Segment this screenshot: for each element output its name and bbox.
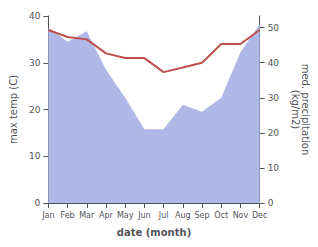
svg-text:med. precipitation: med. precipitation [299, 63, 311, 156]
svg-text:Aug: Aug [175, 211, 191, 220]
svg-text:40: 40 [29, 11, 41, 21]
svg-text:50: 50 [268, 23, 280, 33]
svg-text:Nov: Nov [233, 211, 249, 220]
svg-text:Jul: Jul [158, 211, 169, 220]
svg-text:date (month): date (month) [117, 227, 191, 238]
svg-text:Jan: Jan [41, 211, 54, 220]
svg-text:30: 30 [268, 93, 280, 103]
svg-text:10: 10 [29, 151, 41, 161]
svg-text:max temp (C): max temp (C) [8, 75, 19, 144]
svg-text:Oct: Oct [214, 211, 228, 220]
svg-text:30: 30 [29, 58, 41, 68]
svg-text:Apr: Apr [99, 211, 114, 220]
svg-text:20: 20 [268, 128, 280, 138]
svg-text:Jun: Jun [137, 211, 151, 220]
svg-text:May: May [117, 211, 134, 220]
svg-text:(kg/m2): (kg/m2) [290, 90, 301, 130]
svg-text:10: 10 [268, 163, 280, 173]
svg-text:Dec: Dec [252, 211, 267, 220]
svg-text:0: 0 [268, 198, 274, 208]
svg-text:Mar: Mar [79, 211, 95, 220]
svg-text:40: 40 [268, 58, 280, 68]
svg-text:20: 20 [29, 105, 41, 115]
svg-text:Feb: Feb [60, 211, 74, 220]
svg-text:0: 0 [35, 198, 41, 208]
svg-text:Sep: Sep [194, 211, 209, 220]
